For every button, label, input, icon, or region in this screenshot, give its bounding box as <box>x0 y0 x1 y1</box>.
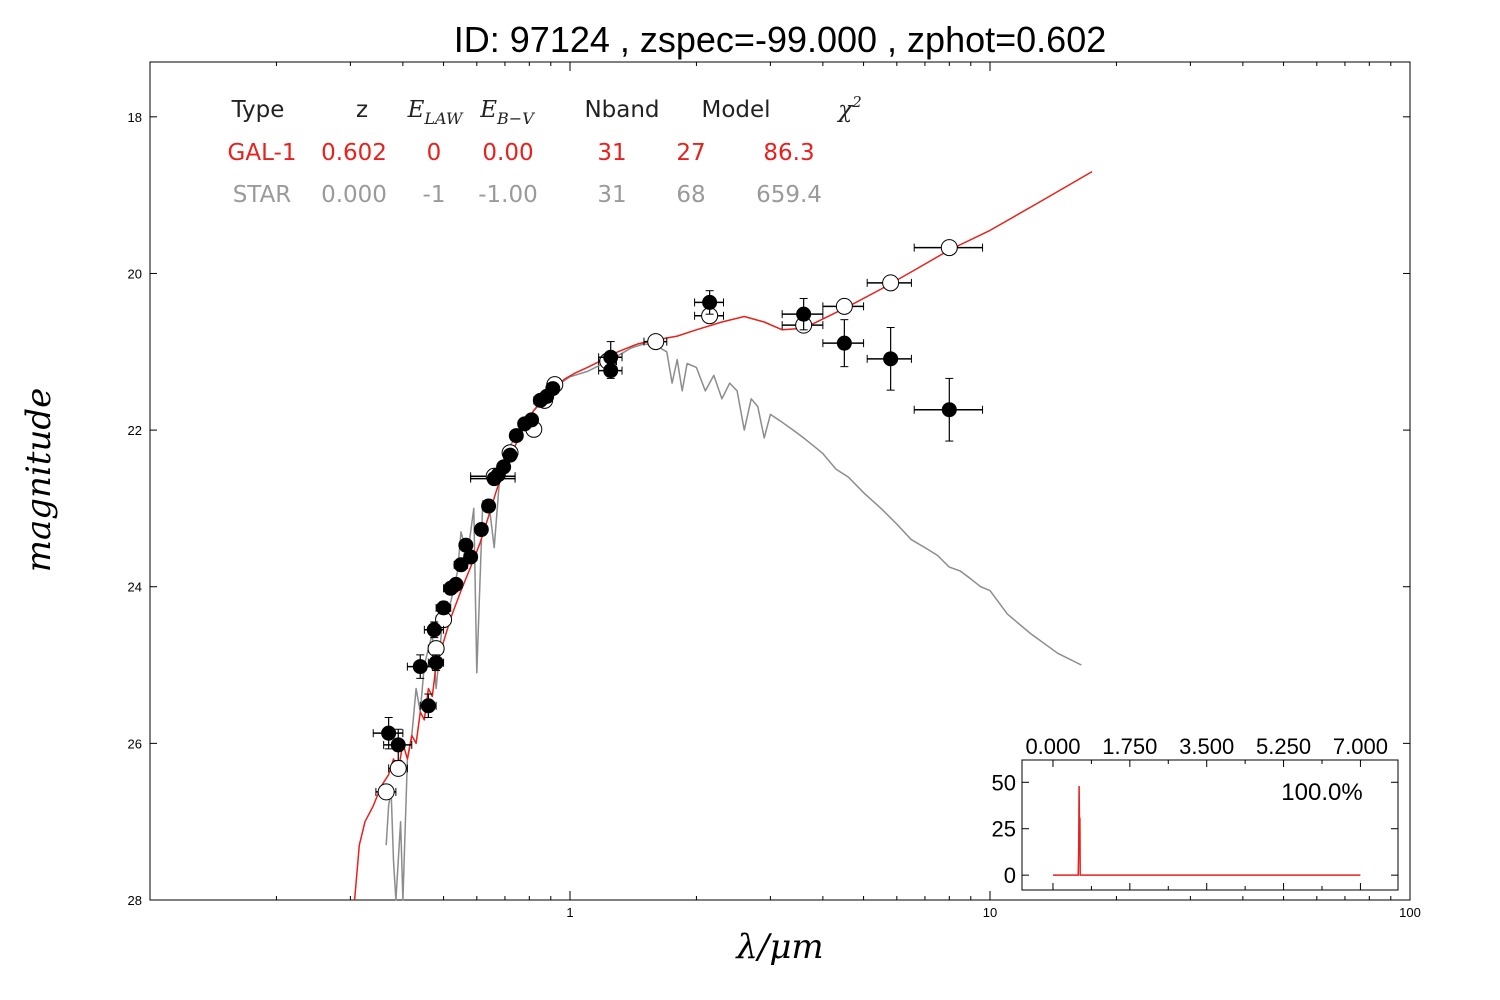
pdf-inset: 0.000 1.750 3.500 5.250 7.000 0 25 50 100.0% <box>992 734 1399 891</box>
model-point <box>694 307 725 325</box>
model-point <box>427 640 445 658</box>
inset-y-tick-label: 50 <box>992 770 1016 795</box>
series-star-line <box>385 343 1082 901</box>
table-header: EB−V <box>479 97 535 128</box>
inset-x-tick-label: 7.000 <box>1333 734 1388 759</box>
observed-point <box>781 298 824 331</box>
observed-point <box>383 728 413 762</box>
model-point <box>866 274 912 292</box>
observed-point <box>448 576 464 592</box>
table-header: Nband <box>584 97 659 123</box>
table-cell-gal-1: 0 <box>427 140 442 166</box>
plot-frame <box>149 61 1411 901</box>
observed-point <box>502 447 518 463</box>
y-tick-label: 22 <box>128 423 142 438</box>
inset-x-tick-label: 1.750 <box>1102 734 1157 759</box>
inset-pdf-line <box>1053 785 1361 876</box>
observed-point <box>423 621 445 639</box>
observed-point <box>427 654 445 672</box>
y-tick-label: 24 <box>128 580 142 595</box>
table-cell-gal-1: 86.3 <box>763 140 814 166</box>
fit-table: Type z ELAW EB−V Nband Model χ2 GAL-1 0.602 0 0.00… <box>228 93 862 208</box>
model-point <box>643 333 668 351</box>
x-axis-label: λ/μm <box>734 927 823 967</box>
inset-y-tick-label: 0 <box>1004 863 1016 888</box>
observed-point <box>406 654 433 679</box>
table-cell-gal-1: 0.602 <box>321 140 387 166</box>
table-cell-star: 31 <box>597 182 626 208</box>
inset-x-tick-label: 3.500 <box>1179 734 1234 759</box>
inset-x-tick-label: 5.250 <box>1256 734 1311 759</box>
table-header: χ2 <box>836 93 861 123</box>
observed-point <box>913 377 984 442</box>
y-axis-label: magnitude <box>19 388 59 573</box>
table-cell-star: 659.4 <box>756 182 822 208</box>
table-cell-star: STAR <box>233 182 292 208</box>
inset-frame <box>1021 759 1399 891</box>
y-tick-label: 20 <box>128 266 142 281</box>
inset-pdf-path <box>1053 785 1361 876</box>
chart-title: ID: 97124 , zspec=-99.000 , zphot=0.602 <box>454 19 1106 60</box>
observed-point <box>598 362 623 379</box>
y-tick-label: 26 <box>128 736 142 751</box>
observed-point <box>545 381 561 397</box>
series-gal-1-line <box>353 170 1093 901</box>
observed-point <box>508 428 524 444</box>
x-tick-label: 1 <box>566 905 573 920</box>
table-header: z <box>356 97 368 123</box>
series-layer <box>353 170 1093 901</box>
observed-point <box>458 537 474 553</box>
observed-point <box>524 412 540 428</box>
observed-point <box>598 341 623 374</box>
model-point <box>822 297 865 315</box>
observed-point <box>866 326 912 391</box>
table-cell-gal-1: 27 <box>676 140 705 166</box>
table-cell-star: -1.00 <box>478 182 538 208</box>
table-cell-star: -1 <box>423 182 446 208</box>
model-point <box>375 783 397 801</box>
table-header: ELAW <box>407 97 464 128</box>
model-point <box>388 759 408 777</box>
inset-y-tick-label: 25 <box>992 817 1016 842</box>
model-point <box>913 239 984 257</box>
observed-point <box>496 459 512 475</box>
observed-point <box>481 498 497 514</box>
table-cell-star: 68 <box>676 182 705 208</box>
table-cell-star: 0.000 <box>321 182 387 208</box>
observed-point <box>473 522 489 538</box>
observed-point <box>694 290 725 315</box>
table-header: Model <box>701 97 770 123</box>
observed-point <box>822 319 865 368</box>
x-tick-label: 100 <box>1399 905 1421 920</box>
y-axis-ticks: 18 20 22 24 26 28 <box>128 110 1410 908</box>
observed-point <box>453 557 469 573</box>
observed-point <box>435 600 452 616</box>
y-tick-label: 18 <box>128 110 142 125</box>
inset-ticks: 0.000 1.750 3.500 5.250 7.000 0 25 50 <box>992 734 1398 890</box>
observed-point <box>419 693 437 719</box>
table-cell-gal-1: GAL-1 <box>228 140 297 166</box>
table-header: Type <box>231 97 285 123</box>
observed-point <box>372 717 404 750</box>
x-tick-label: 10 <box>983 905 997 920</box>
y-tick-label: 28 <box>128 893 142 908</box>
inset-probability-label: 100.0% <box>1281 779 1362 806</box>
observed-point <box>463 549 479 565</box>
table-cell-gal-1: 0.00 <box>482 140 533 166</box>
points-layer <box>372 239 984 801</box>
inset-x-tick-label: 0.000 <box>1025 734 1080 759</box>
table-cell-gal-1: 31 <box>597 140 626 166</box>
